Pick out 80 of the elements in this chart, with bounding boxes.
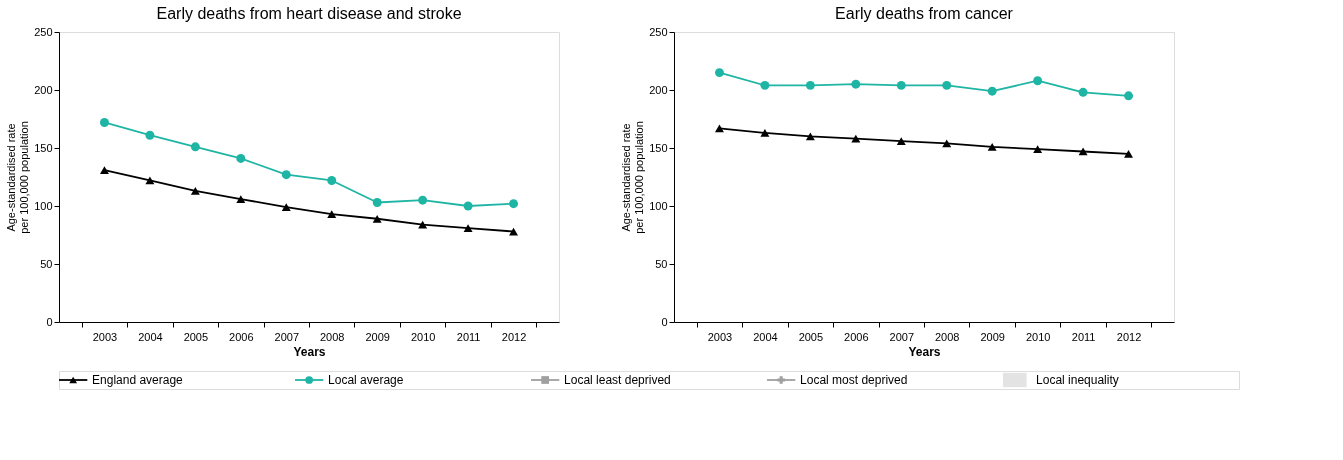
x-tick-label: 2003 [92, 330, 118, 343]
x-axis-title: Years [293, 344, 326, 359]
point [418, 195, 428, 205]
point [327, 176, 337, 185]
point [509, 199, 519, 209]
point [99, 166, 109, 174]
point [896, 137, 906, 145]
point [1124, 149, 1134, 158]
y-tick-label: 100 [34, 199, 53, 212]
y-tick-label: 150 [649, 141, 668, 154]
y-tick-label: 200 [649, 83, 668, 96]
legend-label: Local average [328, 373, 404, 387]
point [896, 80, 906, 90]
chart-title: Early deaths from cancer [835, 5, 1014, 22]
point [987, 142, 997, 151]
point [190, 142, 200, 152]
x-tick-label: 2007 [274, 330, 300, 343]
x-tick-label: 2003 [707, 330, 733, 343]
y-tick-label: 50 [655, 257, 668, 270]
y-tick-label: 250 [34, 25, 53, 38]
point [851, 134, 861, 143]
point [805, 132, 815, 141]
point [190, 187, 200, 195]
x-tick-label: 2009 [365, 330, 390, 343]
x-tick-label: 2006 [844, 330, 869, 343]
legend-label: Local least deprived [564, 373, 671, 387]
y-tick-label: 250 [649, 25, 668, 38]
legend-label: Local inequality [1036, 373, 1119, 387]
x-tick-label: 2004 [138, 330, 163, 343]
y-tick-label: 200 [34, 83, 53, 96]
point [372, 198, 382, 207]
x-tick-label: 2005 [798, 330, 824, 343]
x-tick-label: 2009 [980, 330, 1005, 343]
point [463, 224, 473, 232]
point [145, 130, 155, 140]
y-tick-label: 0 [661, 315, 668, 328]
x-tick-label: 2006 [229, 330, 254, 343]
point [281, 203, 291, 212]
legend-label: England average [92, 373, 184, 387]
x-tick-label: 2008 [934, 330, 960, 343]
x-tick-label: 2012 [501, 330, 527, 343]
point [760, 80, 770, 90]
y-axis-title: Age-standardised rate per 100,000 population [5, 121, 31, 234]
x-axis-title: Years [908, 344, 941, 359]
point [327, 210, 337, 218]
x-tick-label: 2012 [1116, 330, 1142, 343]
point [987, 86, 997, 96]
point [851, 79, 861, 89]
x-tick-label: 2007 [889, 330, 915, 343]
x-tick-label: 2008 [319, 330, 345, 343]
y-tick-label: 100 [649, 199, 668, 212]
y-tick-label: 150 [34, 141, 53, 154]
x-tick-label: 2010 [1025, 330, 1051, 343]
point [760, 129, 770, 137]
legend-label: Local most deprived [800, 373, 908, 387]
point [1078, 87, 1088, 97]
point [145, 176, 155, 185]
x-tick-label: 2011 [1071, 330, 1096, 343]
point [942, 80, 952, 90]
x-tick-label: 2005 [183, 330, 209, 343]
point [463, 201, 473, 211]
point [236, 195, 246, 203]
point [236, 153, 246, 163]
point [714, 124, 724, 133]
point [1033, 76, 1043, 86]
point [714, 68, 724, 78]
point [281, 170, 291, 180]
point [1033, 145, 1043, 154]
y-tick-label: 0 [46, 315, 53, 328]
x-tick-label: 2011 [456, 330, 481, 343]
chart-title: Early deaths from heart disease and stroke [156, 5, 462, 22]
y-axis-title: Age-standardised rate per 100,000 population [620, 121, 646, 234]
point [805, 80, 815, 90]
y-tick-label: 50 [40, 257, 53, 270]
point [1124, 91, 1134, 101]
x-tick-label: 2010 [410, 330, 436, 343]
x-tick-label: 2004 [753, 330, 778, 343]
point [942, 139, 952, 148]
point [99, 118, 109, 127]
point [372, 214, 382, 223]
